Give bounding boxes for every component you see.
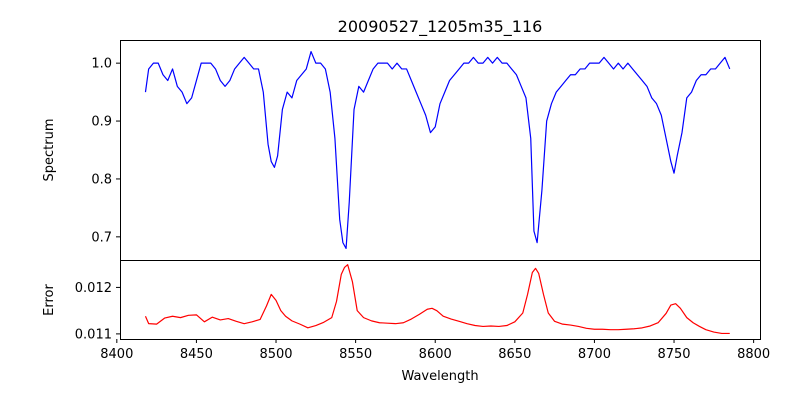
x-tick-label: 8500	[259, 347, 292, 362]
x-axis-label: Wavelength	[401, 369, 478, 384]
chart-title: 20090527_1205m35_116	[338, 17, 543, 37]
spectrum-y-tick-label: 0.7	[91, 230, 112, 245]
x-tick-label: 8700	[578, 347, 611, 362]
x-axis-ticks: 8400 8450 8500 8550 8600 8650 8700 8750 8800	[100, 339, 770, 362]
error-y-tick-label: 0.012	[75, 281, 112, 296]
spectrum-y-tick-label: 1.0	[91, 57, 112, 72]
x-tick-label: 8400	[100, 347, 133, 362]
spectrum-y-tick-label: 0.9	[91, 115, 112, 130]
error-line	[144, 264, 730, 335]
error-y-ticks: 0.011 0.012	[75, 281, 120, 342]
x-tick-label: 8600	[419, 347, 452, 362]
error-panel: 0.011 0.012 Error	[42, 260, 761, 342]
error-y-axis-label: Error	[42, 284, 57, 316]
spectrum-y-axis-label: Spectrum	[42, 119, 57, 182]
spectrum-y-ticks: 0.7 0.8 0.9 1.0	[91, 57, 120, 245]
x-tick-label: 8650	[498, 347, 531, 362]
x-tick-label: 8550	[339, 347, 372, 362]
error-axes-frame	[120, 260, 761, 340]
spectrum-y-tick-label: 0.8	[91, 172, 112, 187]
x-tick-label: 8450	[180, 347, 213, 362]
x-tick-label: 8800	[737, 347, 770, 362]
error-y-tick-label: 0.011	[75, 327, 112, 342]
spectrum-line	[144, 50, 731, 250]
spectrum-panel: 0.7 0.8 0.9 1.0 Spectrum	[42, 40, 761, 261]
x-tick-label: 8750	[657, 347, 690, 362]
